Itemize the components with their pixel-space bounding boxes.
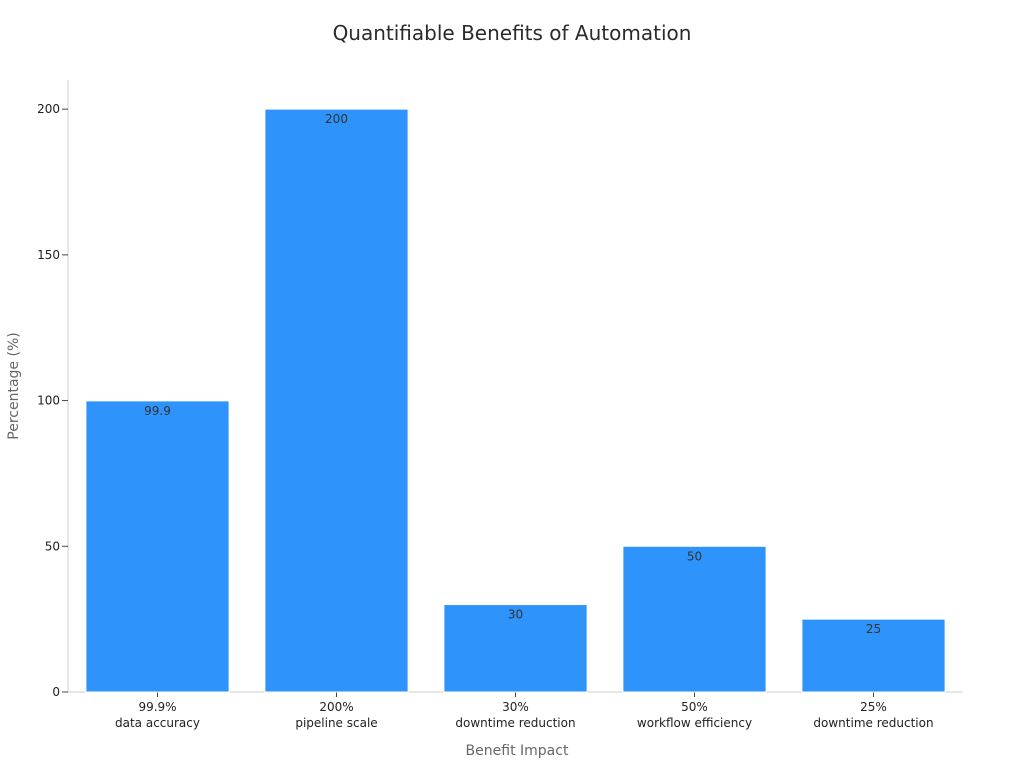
y-tick-label: 150 xyxy=(37,248,60,262)
y-axis-label: Percentage (%) xyxy=(6,332,22,439)
bar xyxy=(622,545,767,693)
y-tick-label: 100 xyxy=(37,394,60,408)
x-tick-label: 50% xyxy=(681,700,708,714)
x-tick-label: pipeline scale xyxy=(295,716,377,730)
bar xyxy=(85,400,230,693)
bar-data-label: 30 xyxy=(508,608,523,622)
bar xyxy=(264,108,409,693)
axes: 0 50 100 150 200 99.9% data accuracy 200% pipeli… xyxy=(37,80,963,730)
x-tick-label: 30% xyxy=(502,700,529,714)
y-tick-label: 0 xyxy=(52,685,60,699)
bar-data-label: 200 xyxy=(325,112,348,126)
bar xyxy=(443,604,588,693)
bars xyxy=(85,108,946,693)
data-labels: 99.9 200 30 50 25 xyxy=(144,112,881,636)
x-tick-label: 25% xyxy=(860,700,887,714)
x-tick-label: data accuracy xyxy=(115,716,200,730)
x-tick-label: downtime reduction xyxy=(455,716,575,730)
bar-data-label: 50 xyxy=(687,549,702,563)
bar xyxy=(801,618,946,693)
bar-data-label: 25 xyxy=(866,622,881,636)
y-tick-label: 200 xyxy=(37,102,60,116)
x-axis-label: Benefit Impact xyxy=(466,743,569,759)
x-tick-label: workflow efficiency xyxy=(637,716,752,730)
bar-data-label: 99.9 xyxy=(144,404,171,418)
x-tick-label: 200% xyxy=(319,700,353,714)
y-tick-label: 50 xyxy=(45,539,60,553)
chart-title: Quantifiable Benefits of Automation xyxy=(333,21,692,45)
x-tick-label: downtime reduction xyxy=(813,716,933,730)
x-tick-label: 99.9% xyxy=(138,700,176,714)
